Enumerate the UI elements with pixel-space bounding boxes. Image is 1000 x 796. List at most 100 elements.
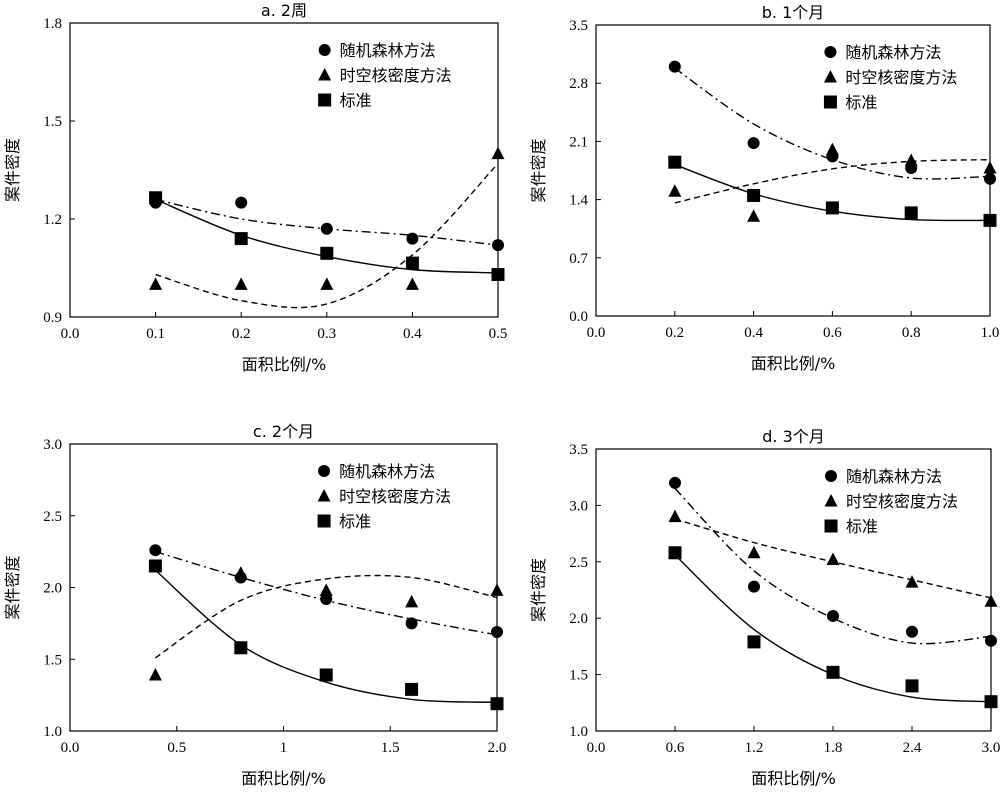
x-tick-label: 0.4: [403, 326, 422, 342]
data-point-square: [825, 201, 839, 215]
y-tick-label: 1.5: [43, 652, 62, 668]
data-point-circle: [748, 580, 760, 593]
plot-frame: [595, 448, 992, 732]
x-axis-label: 面积比例/%: [751, 354, 836, 373]
y-tick-label: 1.5: [569, 668, 588, 684]
data-point-triangle: [747, 545, 761, 559]
data-point-square: [320, 246, 334, 260]
y-axis-label: 案件密度: [529, 558, 548, 622]
legend-label: 时空核密度方法: [845, 68, 957, 87]
x-tick-label: 0.0: [61, 326, 80, 342]
data-point-square: [234, 232, 248, 246]
y-tick-label: 3.5: [569, 18, 588, 34]
x-tick-label: 2.0: [488, 740, 507, 756]
data-point-circle: [985, 634, 997, 647]
trend-line-series-2: [674, 158, 991, 204]
y-tick-label: 3.0: [43, 437, 62, 453]
data-point-square: [149, 191, 163, 205]
legend-label: 随机森林方法: [845, 43, 941, 62]
x-axis-label: 面积比例/%: [242, 355, 327, 374]
x-tick-label: 0.0: [587, 740, 606, 756]
chart-title: b. 1个月: [762, 3, 825, 22]
x-tick-label: 0.8: [902, 325, 921, 341]
data-point-circle: [405, 617, 418, 630]
legend-label: 随机森林方法: [339, 462, 435, 481]
data-point-triangle: [747, 209, 761, 222]
x-tick-label: 0.6: [823, 325, 842, 341]
y-tick-label: 2.0: [43, 581, 62, 597]
y-axis-label: 案件密度: [3, 138, 22, 202]
data-point-circle: [320, 592, 333, 605]
data-point-circle: [669, 476, 681, 489]
data-point-square: [148, 559, 162, 573]
data-point-triangle: [234, 566, 248, 579]
data-point-triangle: [668, 509, 682, 523]
x-tick-label: 0.2: [232, 326, 251, 342]
chart-title: a. 2周: [261, 1, 307, 20]
legend-marker-square: [824, 519, 838, 533]
legend-marker-circle: [824, 46, 837, 58]
x-tick-label: 0.0: [587, 325, 606, 341]
data-point-triangle: [234, 277, 248, 290]
legend-label: 时空核密度方法: [339, 487, 451, 506]
legend-label: 标准: [340, 91, 372, 110]
data-point-square: [405, 682, 419, 696]
chart-panel-3: c. 2个月 0.0 0.5 1 1.5 2.0 1.0 1.5 2.0 2.5 3.0 面积比例/%…: [3, 422, 506, 788]
data-point-square: [405, 256, 419, 270]
data-point-square: [319, 668, 333, 682]
trend-line-series-3: [674, 554, 992, 703]
x-tick-label: 1.5: [381, 740, 400, 756]
trend-line-series-1: [674, 487, 992, 645]
data-point-square: [668, 546, 682, 560]
data-point-circle: [747, 137, 760, 150]
y-tick-label: 1.5: [43, 114, 62, 130]
data-point-circle: [149, 544, 162, 557]
x-tick-label: 3.0: [982, 740, 1000, 756]
legend-marker-triangle: [823, 70, 837, 83]
data-point-triangle: [320, 277, 334, 290]
data-point-square: [490, 697, 504, 711]
y-tick-label: 1.0: [569, 724, 588, 740]
data-point-square: [984, 695, 998, 709]
x-axis-label: 面积比例/%: [751, 769, 836, 788]
legend-marker-square: [318, 93, 332, 107]
x-tick-label: 1.0: [981, 325, 1000, 341]
legend-marker-triangle: [317, 489, 331, 502]
data-point-circle: [906, 625, 918, 638]
legend-marker-triangle: [318, 68, 332, 81]
data-point-circle: [668, 60, 681, 73]
chart-title: c. 2个月: [253, 422, 314, 441]
x-tick-label: 0.4: [744, 325, 763, 341]
data-point-triangle: [405, 594, 419, 608]
y-tick-label: 2.5: [569, 555, 588, 571]
data-point-triangle: [905, 575, 919, 588]
y-tick-label: 0.9: [43, 310, 62, 326]
legend-marker-circle: [825, 470, 838, 482]
data-point-triangle: [904, 153, 918, 167]
data-point-square: [826, 665, 840, 679]
data-point-triangle: [149, 277, 163, 290]
y-tick-label: 3.0: [569, 498, 588, 514]
legend-marker-circle: [318, 465, 331, 477]
data-point-square: [905, 679, 919, 693]
data-point-circle: [491, 625, 503, 638]
legend-label: 标准: [339, 512, 371, 531]
chart-panel-1: a. 2周 0.0 0.1 0.2 0.3 0.4 0.5 0.9 1.2 1.5 1.8 面积比例/…: [3, 1, 507, 374]
data-point-circle: [492, 239, 504, 252]
x-tick-label: 0.3: [317, 326, 336, 342]
legend-label: 标准: [845, 93, 877, 112]
data-point-triangle: [148, 668, 162, 681]
y-tick-label: 2.0: [569, 611, 588, 627]
legend-marker-triangle: [824, 494, 838, 507]
data-point-circle: [984, 172, 996, 185]
legend-marker-square: [317, 514, 331, 528]
trend-line-series-2: [155, 162, 499, 309]
data-point-triangle: [319, 583, 333, 596]
data-point-circle: [320, 222, 333, 235]
x-tick-label: 0.2: [665, 325, 684, 341]
y-tick-label: 1.8: [43, 16, 62, 32]
plot-frame: [69, 22, 499, 318]
data-point-square: [747, 635, 761, 649]
y-axis-label: 案件密度: [3, 555, 22, 619]
